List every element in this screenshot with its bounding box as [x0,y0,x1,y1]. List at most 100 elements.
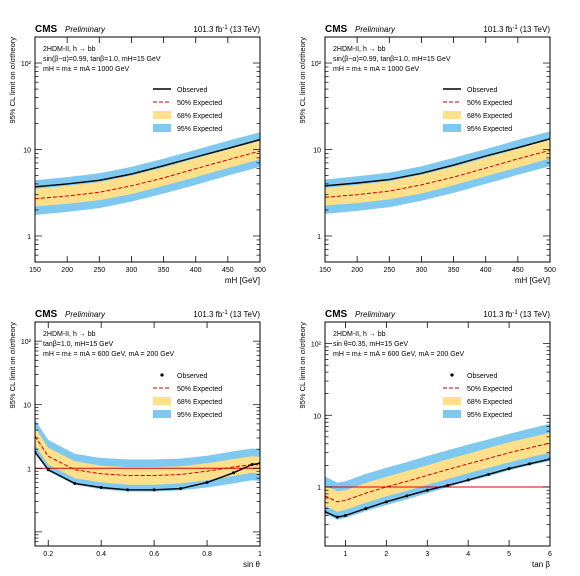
legend-text: Observed [177,87,207,94]
x-tick-label: 200 [351,267,363,274]
observed-point [250,462,254,466]
observed-limit-line [35,138,260,188]
legend-95: 95% Expected [153,124,222,133]
y-tick-label: 1 [27,466,31,473]
x-tick-label: 0.6 [149,551,159,558]
model-params: sin(β−α)=0.99, tanβ=1.0, mH=15 GeV [43,56,161,63]
x-tick-label: 0.8 [202,551,212,558]
legend-68: 68% Expected [443,397,512,406]
cms-label: CMS [35,309,58,320]
lumi-exponent: -1 [222,310,228,316]
y-axis-title: 95% CL limit on σ/σtheory [8,322,17,409]
y-tick-label: 10² [311,342,322,349]
y-tick-label: 10 [313,413,321,420]
observed-point [507,467,511,471]
x-tick-label: 5 [507,551,511,558]
chart-panel-3: 0.2 0.4 0.6 0.8 1 1 10 10² sin θ 95% CL limit on … [8,309,262,569]
lumi-exponent: -1 [222,25,228,31]
legend-text: 95% Expected [177,126,222,133]
legend-95: 95% Expected [443,410,512,419]
y-tick-label: 10 [23,148,31,155]
legend-swatch [153,410,171,418]
observed-point [405,494,409,498]
legend-95: 95% Expected [153,410,222,419]
lumi-label: 101.3 fb-1 (13 TeV) [483,310,550,319]
y-tick-label: 10² [311,61,322,68]
expected-limit-line [35,435,260,476]
lumi-energy: (13 TeV) [518,310,551,319]
legend-text: 68% Expected [177,399,222,406]
x-tick-label: 450 [512,267,524,274]
expected-limit-line [325,442,550,503]
model-params: sin θ=0.35, mH=15 GeV [333,341,408,348]
model-params: mH = m± = mA = 600 GeV, mA = 200 GeV [333,351,465,358]
x-tick-label: 250 [383,267,395,274]
preliminary-label: Preliminary [65,310,106,319]
chart-panel-2: 150 200 250 300 350 400 450 500 1 10 10² mH [GeV] 95… [298,24,556,285]
model-params: sin(β−α)=0.99, tanβ=1.0, mH=15 GeV [333,56,451,63]
legend-95: 95% Expected [443,124,512,133]
x-axis-title: tan β [532,560,550,569]
observed-point [466,478,470,482]
expected-limit-line [325,149,550,198]
preliminary-label: Preliminary [65,25,106,34]
x-tick-label: 0.2 [43,551,53,558]
x-tick-label: 500 [544,267,556,274]
cms-label: CMS [325,24,348,35]
model-label: 2HDM-II, h → bb [43,331,96,338]
preliminary-label: Preliminary [355,25,396,34]
plot-frame [324,321,551,547]
y-tick-label: 1 [317,234,321,241]
lumi-label: 101.3 fb-1 (13 TeV) [193,25,260,34]
x-tick-label: 250 [93,267,105,274]
plot-data [35,419,260,492]
observed-point [364,507,368,511]
cms-label: CMS [35,24,58,35]
x-tick-label: 350 [158,267,170,274]
legend-68: 68% Expected [153,397,222,406]
legend-text: 68% Expected [177,113,222,120]
legend-observed-marker [160,373,164,377]
lumi-label: 101.3 fb-1 (13 TeV) [483,25,550,34]
y-tick-label: 10² [21,61,32,68]
observed-point [73,481,77,485]
legend-swatch [153,111,171,119]
x-tick-label: 3 [425,551,429,558]
legend-text: 50% Expected [177,386,222,393]
observed-point [46,468,50,472]
lumi-label: 101.3 fb-1 (13 TeV) [193,310,260,319]
legend-text: Observed [467,373,497,380]
legend-swatch [153,124,171,132]
x-tick-label: 200 [61,267,73,274]
legend-68: 68% Expected [153,111,222,120]
preliminary-label: Preliminary [355,310,396,319]
observed-point [487,472,491,476]
band-68-expected [325,139,550,206]
plot-data [325,131,550,214]
plot-frame [34,321,261,547]
observed-point [425,488,429,492]
legend-expected: 50% Expected [153,100,222,107]
lumi-exponent: -1 [512,310,518,316]
legend-expected: 50% Expected [153,386,222,393]
observed-point [384,500,388,504]
y-axis-title: 95% CL limit on σ/σtheory [298,37,307,124]
expected-limit-line [35,150,260,200]
legend-text: Observed [177,373,207,380]
x-tick-label: 300 [416,267,428,274]
legend-text: 50% Expected [467,100,512,107]
y-tick-label: 1 [317,485,321,492]
lumi-value: 101.3 fb [483,25,512,34]
observed-point [152,488,156,492]
legend-observed: Observed [160,373,207,380]
model-label: 2HDM-II, h → bb [333,46,386,53]
legend-swatch [153,397,171,405]
lumi-exponent: -1 [512,25,518,31]
observed-point [446,483,450,487]
legend-swatch [443,410,461,418]
model-params: mH = m± = mA = 1000 GeV [333,66,419,73]
legend-observed: Observed [443,87,497,94]
legend-swatch [443,124,461,132]
y-tick-label: 10² [21,339,32,346]
